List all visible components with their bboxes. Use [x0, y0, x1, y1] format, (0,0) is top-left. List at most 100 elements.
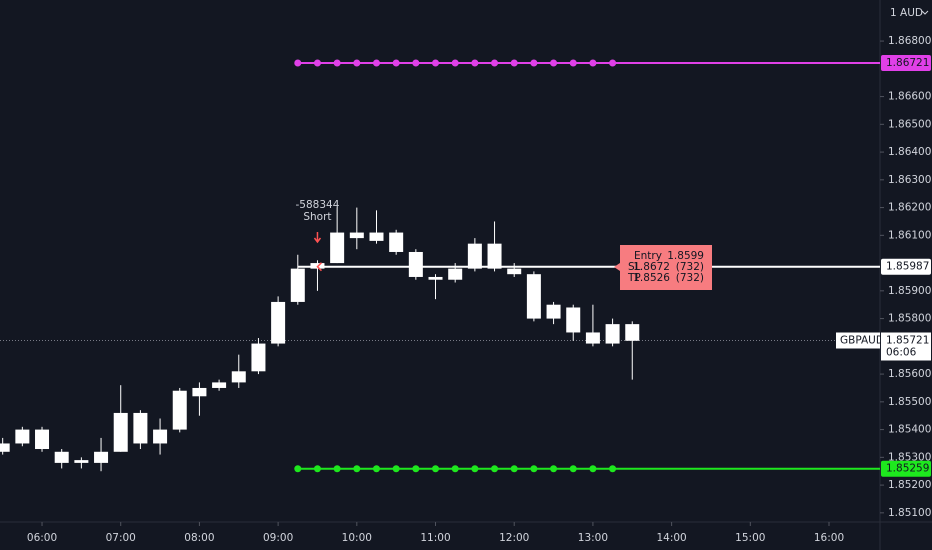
currency-label: 1 AUD: [890, 7, 923, 19]
level-axis-text: 1.85987: [886, 261, 929, 273]
candle-body: [605, 324, 620, 344]
candle-body: [251, 343, 266, 372]
candle-body: [192, 387, 207, 397]
x-tick-label: 11:00: [420, 532, 450, 544]
candle-body: [330, 232, 345, 264]
candle-body: [448, 268, 463, 280]
candle-body: [0, 443, 10, 452]
current-price-box: [881, 332, 931, 361]
level-dot: [333, 465, 341, 473]
candle-body: [625, 324, 640, 341]
candle-body: [231, 371, 246, 383]
x-tick-label: 15:00: [735, 532, 765, 544]
y-tick-label: 1.85600: [888, 368, 931, 380]
level-dot: [333, 59, 341, 67]
level-dot: [569, 59, 577, 67]
candle-body: [566, 307, 581, 333]
order-box-text: 1.8526: [633, 272, 670, 284]
level-dot: [530, 465, 538, 473]
signal-arrow: [313, 232, 322, 244]
candle-body: [74, 460, 89, 463]
order-box-text: 1.8672: [633, 261, 670, 273]
level-dot: [491, 59, 499, 67]
x-tick-label: 13:00: [578, 532, 608, 544]
level-dot: [550, 59, 558, 67]
candle-body: [408, 251, 423, 277]
level-dot: [353, 465, 361, 473]
x-tick-label: 10:00: [342, 532, 372, 544]
x-tick-label: 14:00: [656, 532, 686, 544]
candle-body: [467, 243, 482, 269]
level-dot: [392, 465, 400, 473]
y-tick-label: 1.86600: [888, 91, 931, 103]
level-dot: [412, 465, 420, 473]
level-axis-label: [881, 54, 931, 71]
x-tick-label: 07:00: [106, 532, 136, 544]
x-tick-label: 09:00: [263, 532, 293, 544]
candle-body: [428, 276, 443, 280]
signal-label: Short: [303, 211, 331, 223]
order-box-text: (732): [676, 261, 704, 273]
level-dot: [609, 59, 617, 67]
level-dot: [412, 59, 420, 67]
entry-marker: [316, 262, 322, 272]
level-axis-text: 1.86721: [886, 57, 929, 69]
level-dot: [313, 59, 321, 67]
y-tick-label: 1.85500: [888, 396, 931, 408]
level-dot: [609, 465, 617, 473]
level-dot: [510, 465, 518, 473]
y-tick-label: 1.85400: [888, 424, 931, 436]
order-box: [614, 245, 712, 290]
candle-body: [507, 268, 522, 275]
candle-body: [487, 243, 502, 269]
candle-body: [212, 382, 227, 388]
y-tick-label: 1.85300: [888, 451, 931, 463]
y-tick-label: 1.86400: [888, 146, 931, 158]
y-tick-label: 1.86100: [888, 229, 931, 241]
candle-body: [271, 301, 286, 344]
order-box-text: (732): [676, 272, 704, 284]
candle-body: [172, 390, 187, 430]
order-box-text: TP: [627, 272, 641, 284]
level-dot: [451, 465, 459, 473]
level-dot: [372, 59, 380, 67]
candle-body: [546, 304, 561, 319]
level-dot: [353, 59, 361, 67]
countdown-label: 06:06: [886, 347, 917, 359]
candle-body: [349, 232, 364, 239]
y-tick-label: 1.86200: [888, 202, 931, 214]
order-box-text: 1.8599: [667, 250, 704, 262]
x-tick-label: 16:00: [814, 532, 844, 544]
candle-body: [153, 429, 168, 444]
symbol-box: [836, 332, 880, 349]
candle-body: [389, 232, 404, 252]
level-axis-label: [881, 460, 931, 477]
y-tick-label: 1.86800: [888, 35, 931, 47]
level-dot: [569, 465, 577, 473]
signal-text: -588344: [296, 199, 340, 211]
level-dot: [491, 465, 499, 473]
y-tick-label: 1.85100: [888, 507, 931, 519]
candle-body: [133, 412, 148, 444]
level-dot: [530, 59, 538, 67]
level-axis-label: [881, 258, 931, 275]
y-tick-label: 1.85200: [888, 479, 931, 491]
level-axis-text: 1.85259: [886, 463, 929, 475]
symbol-label: GBPAUD: [840, 335, 884, 347]
x-tick-label: 08:00: [184, 532, 214, 544]
x-tick-label: 12:00: [499, 532, 529, 544]
candle-body: [15, 429, 30, 444]
level-dot: [294, 59, 302, 67]
y-tick-label: 1.85800: [888, 313, 931, 325]
level-dot: [294, 465, 302, 473]
order-box-text: Entry: [634, 250, 662, 262]
candle-body: [526, 274, 541, 319]
level-dot: [451, 59, 459, 67]
current-price-label: 1.85721: [886, 335, 929, 347]
chevron: [921, 10, 929, 15]
level-dot: [313, 465, 321, 473]
candle-body: [94, 451, 109, 463]
level-dot: [589, 59, 597, 67]
level-dot: [392, 59, 400, 67]
